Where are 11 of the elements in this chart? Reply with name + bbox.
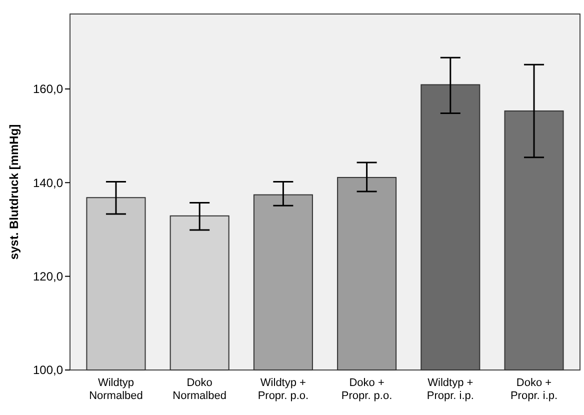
y-tick-label: 160,0: [32, 82, 64, 96]
x-tick-label: Doko Normalbed: [172, 377, 226, 402]
x-tick-label: Wildtyp Normalbed: [89, 377, 143, 402]
x-tick-label: Wildtyp + Propr. i.p.: [426, 377, 474, 402]
x-tick-label: Doko + Propr. p.o.: [341, 377, 392, 402]
y-axis-title: syst. Blutdruck [mmHg]: [7, 124, 21, 260]
x-tick-label: Doko + Propr. i.p.: [510, 377, 558, 402]
x-tick-label: Wildtyp + Propr. p.o.: [258, 377, 309, 402]
y-tick-label: 140,0: [32, 176, 64, 190]
y-tick-label: 120,0: [32, 270, 64, 284]
y-tick-label: 100,0: [32, 363, 64, 378]
